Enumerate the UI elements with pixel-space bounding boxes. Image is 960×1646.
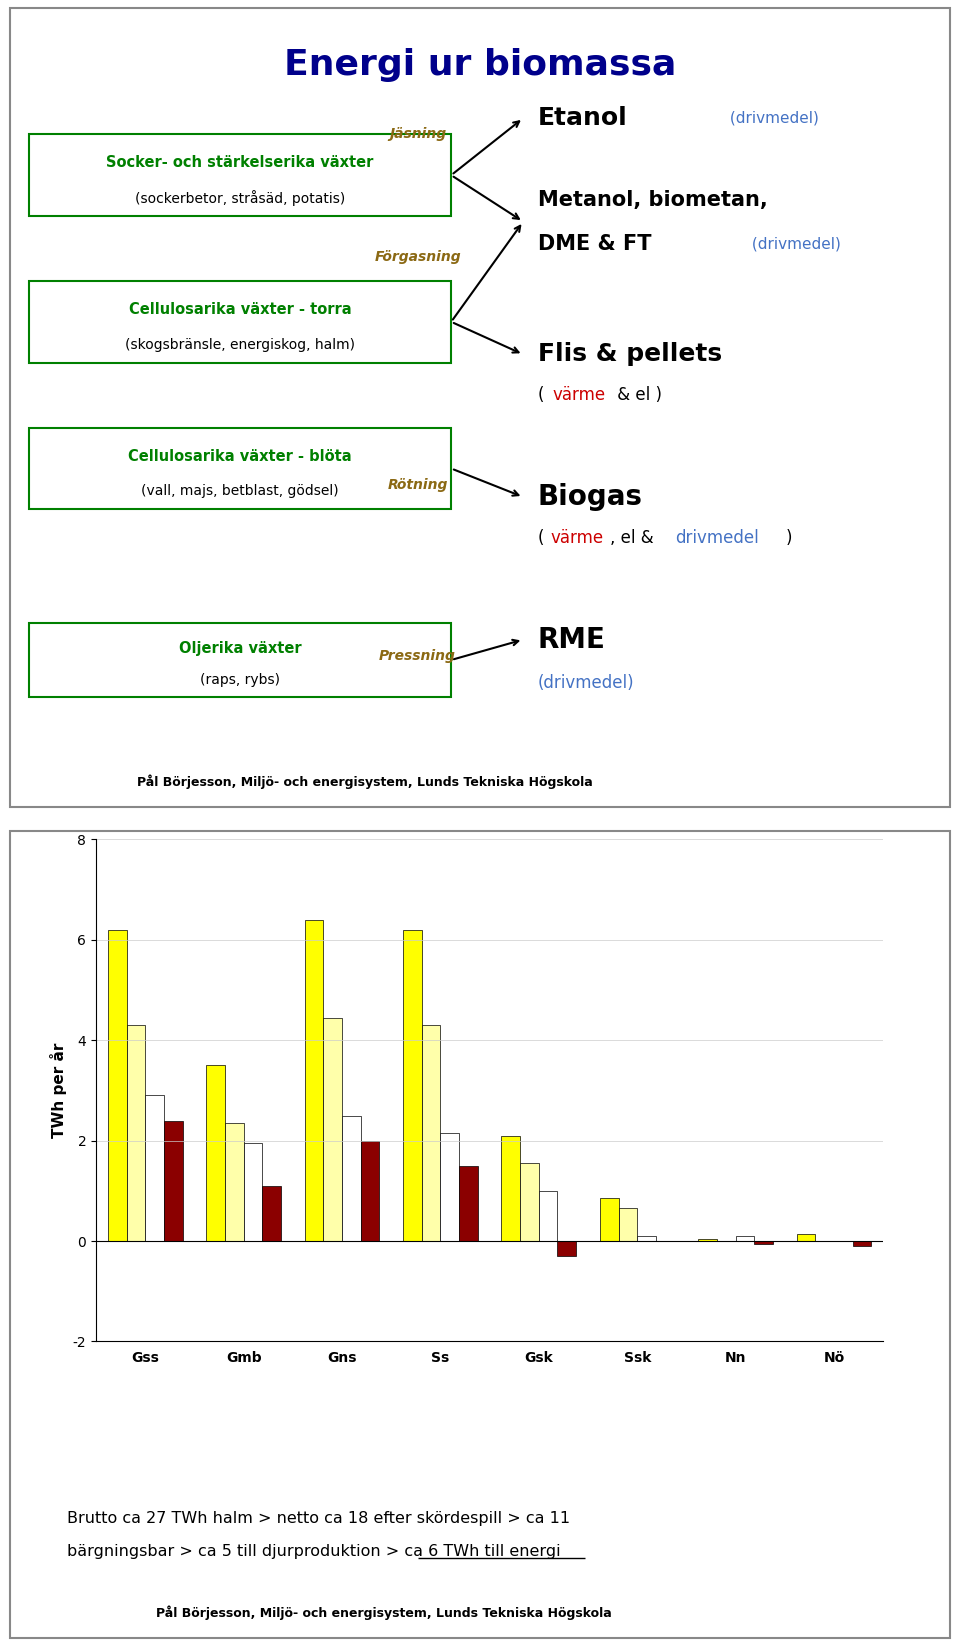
Bar (403, 930, 421, 1241)
Bar (145, 1096, 164, 1241)
Text: (skogsbränsle, energiskog, halm): (skogsbränsle, energiskog, halm) (125, 337, 355, 352)
Text: & el ): & el ) (612, 387, 662, 405)
Bar (618, 1208, 637, 1241)
Text: Etanol: Etanol (538, 105, 627, 130)
Text: Brutto ca 27 TWh halm > netto ca 18 efter skördespill > ca 11: Brutto ca 27 TWh halm > netto ca 18 efte… (67, 1511, 570, 1526)
Text: DME & FT: DME & FT (538, 234, 651, 255)
Text: (drivmedel): (drivmedel) (747, 237, 841, 252)
Bar (755, 1241, 773, 1244)
Text: Cellulosarika växter - blöta: Cellulosarika växter - blöta (129, 449, 351, 464)
Bar (361, 1141, 379, 1241)
Bar (244, 1144, 262, 1241)
Text: Flis & pellets: Flis & pellets (538, 342, 722, 367)
Bar (142, 902, 163, 918)
Bar (520, 1164, 539, 1241)
Text: (vall, majs, betblast, gödsel): (vall, majs, betblast, gödsel) (141, 484, 339, 499)
Bar (459, 1165, 478, 1241)
Text: Energi ur biomassa: Energi ur biomassa (284, 48, 676, 82)
Text: Oljerika växter: Oljerika växter (179, 642, 301, 657)
Bar (29, 624, 451, 696)
Bar (262, 1185, 281, 1241)
Text: Tillgänglig för energi (minus djurproduktion): Tillgänglig för energi (minus djurproduk… (171, 958, 486, 969)
Text: (drivmedel): (drivmedel) (538, 673, 635, 691)
Text: värme: värme (553, 387, 606, 405)
Text: Jäsning: Jäsning (389, 127, 446, 142)
Text: drivmedel: drivmedel (675, 528, 758, 546)
Bar (852, 1241, 872, 1246)
Text: Bärgningsbar (klimatbegränsningar mm): Bärgningsbar (klimatbegränsningar mm) (171, 930, 458, 943)
Bar (164, 1121, 182, 1241)
Bar (735, 1236, 755, 1241)
Bar (637, 1236, 656, 1241)
Text: (raps, rybs): (raps, rybs) (200, 673, 280, 688)
Y-axis label: TWh per år: TWh per år (50, 1044, 67, 1137)
Text: Cellulosarika växter - torra: Cellulosarika växter - torra (129, 303, 351, 318)
Bar (142, 930, 163, 945)
Text: Metanol, biometan,: Metanol, biometan, (538, 189, 767, 209)
Text: ): ) (785, 528, 792, 546)
Bar (127, 1025, 145, 1241)
Bar (600, 1198, 618, 1241)
Bar (108, 930, 127, 1241)
Text: Pål Börjesson, Miljö- och energisystem, Lunds Tekniska Högskola: Pål Börjesson, Miljö- och energisystem, … (156, 1606, 612, 1620)
Text: Pål Börjesson, Miljö- och energisystem, Lunds Tekniska Högskola: Pål Börjesson, Miljö- och energisystem, … (137, 775, 592, 790)
Bar (304, 920, 324, 1241)
Text: Förgasning: Förgasning (374, 250, 461, 263)
Text: Netto efter skördespill: Netto efter skördespill (171, 904, 329, 915)
Text: RME: RME (538, 625, 606, 653)
Text: , el &: , el & (610, 528, 659, 546)
Bar (29, 281, 451, 362)
Bar (342, 1116, 361, 1241)
Bar (225, 1123, 244, 1241)
Bar (698, 1238, 717, 1241)
Bar (125, 859, 672, 988)
Text: värme: värme (550, 528, 603, 546)
Bar (421, 1025, 441, 1241)
Text: Biogas: Biogas (538, 482, 642, 510)
Text: Rötning: Rötning (388, 477, 447, 492)
Text: (sockerbetor, stråsäd, potatis): (sockerbetor, stråsäd, potatis) (134, 189, 346, 206)
Bar (441, 1132, 459, 1241)
Text: bärgningsbar > ca 5 till djurproduktion > ca 6 TWh till energi: bärgningsbar > ca 5 till djurproduktion … (67, 1544, 561, 1559)
Text: Bruttoproduktion av spannmålshalm: Bruttoproduktion av spannmålshalm (171, 876, 428, 889)
Bar (797, 1233, 815, 1241)
Bar (142, 958, 163, 971)
Bar (142, 876, 163, 890)
Text: Pressning: Pressning (379, 649, 456, 663)
Text: Socker- och stärkelserika växter: Socker- och stärkelserika växter (107, 155, 373, 171)
Bar (206, 1065, 225, 1241)
Text: (drivmedel): (drivmedel) (725, 110, 819, 125)
Bar (558, 1241, 576, 1256)
Bar (501, 1136, 520, 1241)
Text: (: ( (538, 387, 544, 405)
Bar (29, 135, 451, 216)
Bar (539, 1192, 558, 1241)
Text: (: ( (538, 528, 544, 546)
Bar (324, 1017, 342, 1241)
Bar (29, 428, 451, 509)
